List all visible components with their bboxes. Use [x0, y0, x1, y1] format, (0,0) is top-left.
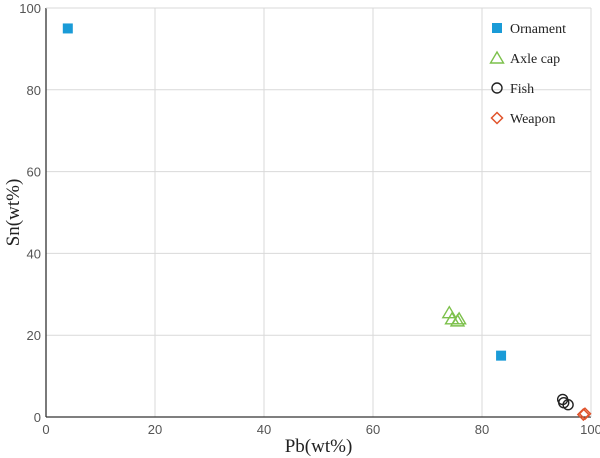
x-tick-label: 20 [148, 422, 162, 437]
legend-label-ornament: Ornament [510, 22, 566, 37]
data-point-ornament [496, 350, 507, 361]
data-point-ornament [62, 23, 73, 34]
data-point-fish [562, 399, 574, 411]
x-tick-label: 40 [257, 422, 271, 437]
x-tick-label: 80 [475, 422, 489, 437]
data-point-weapon [578, 407, 592, 421]
x-axis-title: Pb(wt%) [285, 436, 353, 457]
y-axis-title: Sn(wt%) [3, 179, 24, 247]
data-points [62, 23, 592, 422]
legend: Ornament Axle cap Fish Weapon [489, 22, 566, 127]
legend-label-fish: Fish [510, 82, 534, 97]
y-tick-label: 60 [27, 165, 41, 180]
data-point-axle-cap [451, 311, 467, 325]
y-tick-label: 40 [27, 246, 41, 261]
x-tick-label: 60 [366, 422, 380, 437]
legend-marker-fish [491, 82, 503, 94]
y-tick-label: 20 [27, 328, 41, 343]
y-tick-label: 0 [34, 410, 41, 425]
legend-marker-ornament [492, 23, 502, 33]
x-tick-label: 0 [42, 422, 49, 437]
y-tick-label: 100 [19, 1, 41, 16]
legend-marker-axle-cap [489, 50, 505, 64]
plot-frame [45, 7, 592, 418]
y-tick-label: 80 [27, 83, 41, 98]
x-tick-label: 100 [580, 422, 600, 437]
legend-marker-weapon [490, 111, 504, 125]
legend-label-weapon: Weapon [510, 112, 556, 127]
grid [45, 7, 592, 418]
axis-ticks: 0 20 40 60 80 100 0 20 40 60 80 100 [19, 1, 600, 437]
legend-label-axle-cap: Axle cap [510, 52, 560, 67]
